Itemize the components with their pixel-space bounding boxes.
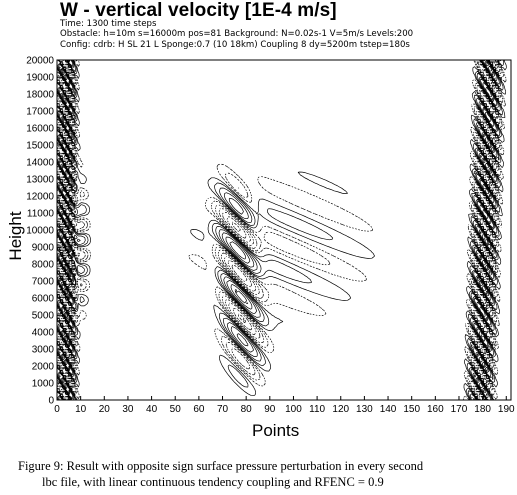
- y-tick-label: 11000: [27, 209, 55, 220]
- contour-level: [62, 59, 494, 401]
- x-tick-label: 180: [474, 404, 491, 415]
- contour-level: [59, 59, 498, 401]
- x-tick-label: 70: [217, 404, 229, 415]
- y-tick-label: 4000: [32, 328, 55, 339]
- plot-frame: [56, 59, 512, 401]
- info-line-obstacle: Obstacle: h=10m s=16000m pos=81 Backgrou…: [60, 29, 414, 39]
- x-tick-label: 50: [170, 404, 182, 415]
- x-tick-label: 80: [241, 404, 253, 415]
- chart-title: W - vertical velocity [1E-4 m/s]: [60, 0, 337, 21]
- contour-level: [57, 59, 502, 401]
- contour-level: [58, 59, 500, 401]
- contour-level: [58, 59, 501, 401]
- x-tick-label: 190: [498, 404, 515, 415]
- y-tick-label: 17000: [26, 107, 54, 118]
- contour-level: [59, 59, 498, 401]
- y-tick-label: 7000: [32, 277, 55, 288]
- x-tick-label: 20: [99, 404, 111, 415]
- x-tick-label: 130: [356, 404, 373, 415]
- x-tick-label: 40: [146, 404, 158, 415]
- y-tick-label: 12000: [26, 192, 54, 203]
- y-tick-label: 6000: [32, 294, 55, 305]
- y-tick-label: 1000: [32, 379, 55, 390]
- y-tick-label: 2000: [32, 362, 55, 373]
- y-tick-label: 16000: [26, 124, 54, 135]
- contour-level: [56, 59, 507, 401]
- info-line-config: Config: cdrb: H SL 21 L Sponge:0.7 (10 1…: [60, 40, 410, 50]
- contour-level: [57, 59, 502, 401]
- y-tick-label: 5000: [32, 311, 55, 322]
- x-tick-label: 120: [332, 404, 349, 415]
- y-tick-label: 19000: [26, 73, 54, 84]
- x-tick-label: 160: [427, 404, 444, 415]
- figure-caption-line-1: Figure 9: Result with opposite sign surf…: [18, 459, 424, 473]
- x-tick-label: 100: [285, 404, 302, 415]
- figure-caption-line-2: lbc file, with linear continuous tendenc…: [42, 475, 384, 489]
- x-tick-label: 0: [54, 404, 60, 415]
- y-tick-label: 13000: [26, 175, 54, 186]
- contour-level: [61, 59, 497, 401]
- x-tick-label: 60: [193, 404, 205, 415]
- x-tick-label: 10: [75, 404, 87, 415]
- x-tick-label: 110: [309, 404, 325, 415]
- y-tick-label: 18000: [26, 90, 54, 101]
- contour-lines: [56, 59, 507, 401]
- y-tick-label: 9000: [32, 243, 55, 254]
- info-line-time: Time: 1300 time steps: [60, 19, 157, 29]
- contour-level: [62, 59, 494, 394]
- y-tick-label: 10000: [26, 226, 54, 237]
- y-tick-label: 0: [48, 396, 54, 407]
- x-tick-label: 90: [264, 404, 276, 415]
- y-tick-label: 8000: [32, 260, 55, 271]
- y-tick-label: 14000: [26, 158, 54, 169]
- contour-level: [61, 59, 497, 401]
- x-tick-label: 140: [380, 404, 397, 415]
- y-tick-label: 3000: [32, 345, 55, 356]
- contour-level: [56, 59, 504, 401]
- contour-level: [56, 59, 505, 401]
- contour-level: [56, 59, 507, 401]
- y-tick-label: 20000: [26, 56, 54, 67]
- x-axis: 0 10 20 30 40 50 60 70 80 90 100 110 120 130 140 150 160…: [54, 396, 515, 415]
- y-axis: 0 1000 2000 3000 4000 5000 6000 7000 8000 9000 100…: [26, 56, 61, 407]
- x-axis-label: Points: [252, 421, 300, 440]
- x-tick-label: 150: [403, 404, 420, 415]
- x-tick-label: 170: [451, 404, 468, 415]
- x-tick-label: 30: [122, 404, 134, 415]
- y-tick-label: 15000: [26, 141, 54, 152]
- contour-plot: 0100020003000400050006000700080009000100…: [26, 56, 515, 416]
